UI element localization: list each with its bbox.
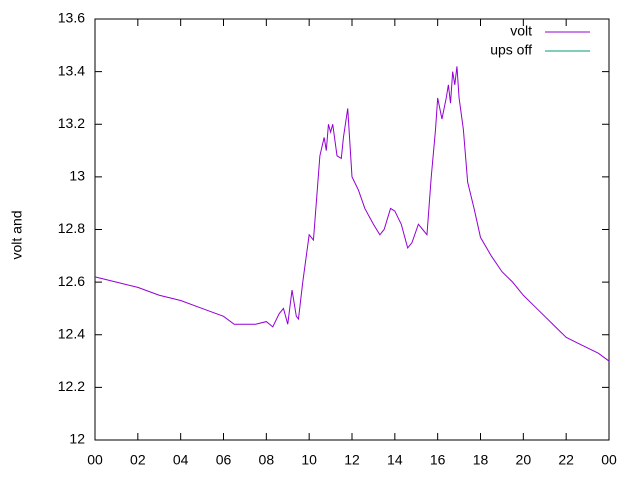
- y-tick-label: 12.2: [58, 378, 85, 394]
- x-tick-label: 08: [259, 452, 275, 468]
- y-tick-label: 12: [69, 431, 85, 447]
- plot-frame: [94, 18, 610, 441]
- y-tick-label: 13: [69, 168, 85, 184]
- y-tick-label: 12.4: [58, 325, 85, 341]
- x-tick-label: 02: [130, 452, 146, 468]
- x-tick-label: 00: [87, 452, 103, 468]
- y-tick-label: 13.2: [58, 115, 85, 131]
- y-tick-label: 12.6: [58, 273, 85, 289]
- y-tick-label: 13.6: [58, 10, 85, 26]
- y-tick-label: 12.8: [58, 220, 85, 236]
- legend-label: ups off: [490, 42, 532, 58]
- x-tick-label: 14: [387, 452, 403, 468]
- x-tick-label: 20: [516, 452, 532, 468]
- x-tick-label: 06: [216, 452, 232, 468]
- x-tick-label: 18: [473, 452, 489, 468]
- x-tick-label: 10: [301, 452, 317, 468]
- x-tick-label: 16: [430, 452, 446, 468]
- x-tick-label: 22: [558, 452, 574, 468]
- legend-label: volt: [510, 23, 532, 39]
- x-tick-label: 12: [344, 452, 360, 468]
- x-tick-label: 04: [173, 452, 189, 468]
- y-tick-label: 13.4: [58, 62, 85, 78]
- y-axis-label: volt and: [9, 210, 25, 259]
- data-line: [94, 66, 610, 362]
- x-tick-label: 00: [601, 452, 617, 468]
